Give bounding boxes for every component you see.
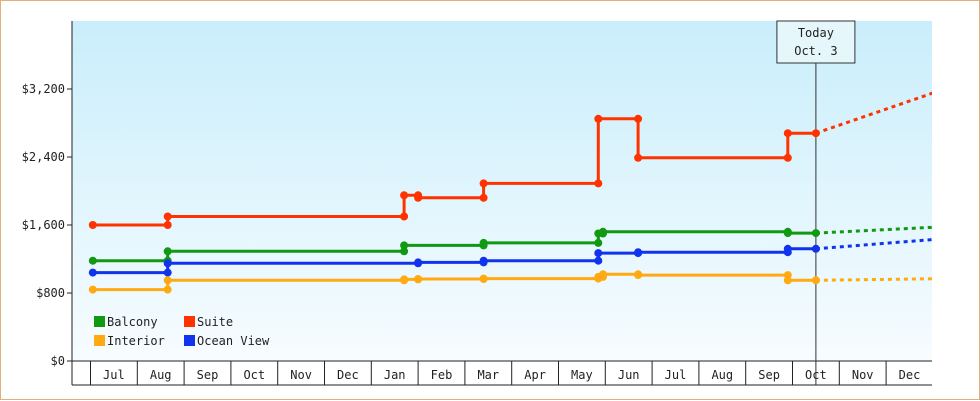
legend-label-suite: Suite: [197, 315, 233, 329]
x-tick-label: Aug: [150, 368, 172, 382]
data-point-balcony: [594, 238, 603, 247]
x-tick-label: Dec: [899, 368, 921, 382]
x-tick-label: Nov: [852, 368, 874, 382]
data-point-balcony: [811, 229, 820, 238]
data-point-ocean-view: [783, 244, 792, 253]
data-point-suite: [400, 191, 409, 200]
data-point-ocean-view: [594, 249, 603, 258]
plot-background: [72, 21, 932, 361]
data-point-interior: [811, 276, 820, 285]
data-point-ocean-view: [163, 259, 172, 268]
y-tick-label: $2,400: [22, 150, 65, 164]
data-point-suite: [88, 221, 97, 229]
data-point-suite: [634, 114, 643, 123]
data-point-suite: [163, 221, 172, 229]
x-tick-label: Jul: [103, 368, 125, 382]
today-label-line1: Today: [798, 26, 834, 40]
x-axis: Jul Aug Sep Oct Nov Dec Jan Feb Mar Apr May Jun Jul A…: [72, 360, 932, 386]
data-point-suite: [783, 129, 792, 138]
x-tick-label: Mar: [477, 368, 499, 382]
x-tick-label: Dec: [337, 368, 359, 382]
series-line-interior: [92, 272, 816, 292]
data-point-ocean-view: [163, 268, 172, 277]
data-point-ocean-view: [634, 248, 643, 257]
legend-label-interior: Interior: [107, 334, 165, 348]
legend-swatch-balcony: [94, 316, 105, 327]
legend: Balcony Suite Interior Ocean View: [94, 315, 270, 348]
series-line-ocean-view: [92, 247, 816, 275]
data-point-suite: [400, 212, 409, 221]
data-point-suite: [479, 179, 488, 188]
data-point-ocean-view: [811, 244, 820, 253]
data-point-interior: [163, 276, 172, 285]
x-tick-label: Sep: [197, 368, 219, 382]
data-point-interior: [599, 270, 607, 279]
legend-label-balcony: Balcony: [107, 315, 158, 329]
y-tick-label: $3,200: [22, 82, 65, 96]
data-point-balcony: [400, 241, 409, 250]
x-tick-label: Jan: [384, 368, 406, 382]
legend-swatch-ocean-view: [184, 335, 195, 346]
series-group: [88, 91, 932, 294]
data-point-balcony: [783, 229, 792, 238]
legend-swatch-suite: [184, 316, 195, 327]
x-tick-label: Nov: [290, 368, 312, 382]
data-point-suite: [634, 153, 643, 162]
legend-label-ocean-view: Ocean View: [197, 334, 270, 348]
today-marker: Today Oct. 3: [776, 20, 856, 385]
today-box: [776, 20, 856, 64]
data-point-balcony: [479, 238, 488, 247]
x-tick-label: Jul: [665, 368, 687, 382]
data-point-balcony: [400, 247, 409, 256]
today-label-line2: Oct. 3: [794, 44, 837, 58]
data-point-suite: [479, 193, 488, 202]
data-point-balcony: [163, 247, 172, 256]
y-axis: $0 $800 $1,600 $2,400 $3,200: [22, 21, 73, 385]
x-tick-label: Apr: [524, 368, 546, 382]
forecast-line-ocean-view: [815, 238, 932, 251]
y-tick-label: $1,600: [22, 218, 65, 232]
data-point-interior: [163, 285, 172, 294]
data-point-ocean-view: [88, 268, 97, 277]
x-tick-label: Feb: [431, 368, 453, 382]
x-tick-label: Sep: [758, 368, 780, 382]
data-point-suite: [783, 153, 792, 162]
data-point-interior: [414, 275, 423, 283]
x-tick-label: Aug: [711, 368, 733, 382]
series-line-suite: [92, 117, 816, 227]
data-point-ocean-view: [594, 256, 603, 265]
data-point-balcony: [88, 256, 97, 265]
data-point-suite: [594, 114, 603, 123]
forecast-line-balcony: [815, 225, 932, 235]
forecast-line-interior: [815, 277, 932, 282]
data-point-interior: [400, 275, 409, 284]
data-point-suite: [594, 179, 603, 188]
data-point-ocean-view: [414, 258, 423, 267]
x-tick-label: Jun: [618, 368, 640, 382]
forecast-line-suite: [815, 91, 932, 135]
x-tick-label: May: [571, 368, 593, 382]
x-tick-label: Oct: [243, 368, 265, 382]
series-line-balcony: [92, 230, 816, 263]
data-point-interior: [634, 271, 643, 280]
data-point-suite: [811, 129, 820, 138]
data-point-ocean-view: [479, 256, 488, 265]
data-point-interior: [783, 276, 792, 285]
y-tick-label: $0: [51, 354, 65, 368]
legend-swatch-interior: [94, 335, 105, 346]
data-point-interior: [479, 274, 488, 283]
data-point-suite: [163, 212, 172, 221]
data-point-interior: [88, 285, 97, 294]
data-point-balcony: [599, 227, 607, 236]
y-tick-label: $800: [36, 286, 65, 300]
data-point-suite: [414, 193, 423, 202]
